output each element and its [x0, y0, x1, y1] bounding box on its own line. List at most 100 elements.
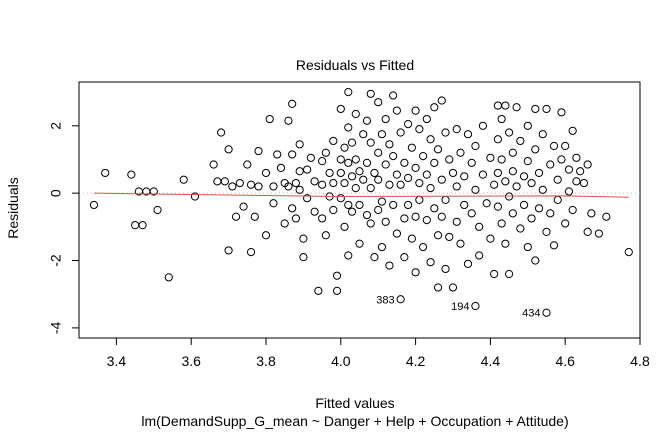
data-point	[546, 209, 555, 218]
data-point	[381, 160, 390, 169]
x-tick-label: 4.4	[481, 353, 501, 369]
data-point	[418, 242, 428, 252]
data-point	[261, 168, 271, 178]
data-point	[448, 283, 458, 292]
data-point	[482, 199, 491, 208]
data-point	[501, 101, 510, 110]
data-point	[355, 200, 364, 210]
data-point	[370, 168, 379, 178]
data-point	[396, 180, 405, 189]
data-point	[400, 253, 409, 262]
data-point	[179, 175, 188, 184]
data-point	[531, 104, 540, 114]
data-point	[508, 148, 517, 157]
data-point	[374, 205, 383, 215]
data-point	[411, 212, 420, 221]
data-point	[153, 205, 162, 215]
data-point	[329, 136, 338, 146]
data-point	[445, 232, 454, 242]
data-point	[366, 184, 375, 193]
data-point	[478, 170, 488, 179]
data-point	[336, 194, 345, 203]
data-point	[344, 123, 353, 132]
data-point	[344, 88, 353, 97]
y-tick-label: -4	[48, 321, 64, 334]
data-point	[579, 178, 589, 188]
data-point	[467, 158, 476, 167]
data-point	[355, 239, 364, 248]
data-point	[505, 128, 514, 137]
data-point	[303, 165, 312, 174]
data-point	[392, 106, 401, 115]
data-point	[452, 217, 461, 226]
data-point	[407, 143, 416, 152]
data-point	[602, 212, 611, 221]
data-point	[407, 234, 416, 243]
y-axis: -4 -2 0 2	[48, 122, 80, 334]
data-point	[381, 114, 390, 124]
data-point	[209, 160, 218, 169]
outlier-label: 194	[451, 301, 469, 313]
data-point	[101, 168, 110, 178]
data-point	[291, 214, 301, 223]
data-point	[404, 120, 413, 129]
data-point	[475, 222, 484, 231]
data-point	[422, 170, 431, 179]
data-point	[404, 200, 413, 210]
data-point	[299, 234, 308, 243]
data-point	[519, 172, 529, 181]
data-point	[572, 177, 581, 186]
data-point	[497, 114, 506, 124]
data-point	[501, 177, 510, 186]
chart-subtitle: lm(DemandSupp_G_mean ~ Danger + Help + O…	[141, 413, 568, 429]
data-point	[164, 273, 173, 282]
data-point	[400, 214, 409, 223]
data-point	[557, 108, 566, 117]
data-point	[149, 187, 158, 196]
data-point	[497, 219, 506, 228]
data-point	[538, 130, 547, 139]
data-point	[131, 221, 140, 230]
data-point	[347, 207, 357, 216]
data-point	[318, 180, 327, 189]
data-point	[224, 246, 233, 255]
data-point	[250, 212, 259, 221]
data-point	[433, 145, 443, 154]
data-point	[314, 286, 323, 295]
data-point	[344, 158, 353, 167]
data-point	[561, 219, 570, 228]
data-point	[190, 192, 200, 201]
data-point	[389, 200, 398, 210]
data-point	[430, 158, 439, 167]
data-point	[542, 104, 551, 114]
data-point	[336, 168, 345, 178]
data-point	[344, 200, 353, 210]
data-point	[127, 170, 136, 179]
x-tick-label: 3.4	[107, 353, 127, 369]
data-point	[392, 229, 401, 238]
data-point	[553, 195, 562, 204]
data-point	[235, 178, 244, 188]
data-point	[377, 242, 387, 252]
data-point	[381, 217, 390, 226]
data-point	[475, 251, 484, 260]
data-point	[490, 269, 499, 279]
data-point	[351, 155, 360, 164]
data-point	[452, 125, 461, 134]
data-point	[231, 212, 241, 221]
data-point	[460, 172, 469, 181]
data-point	[576, 167, 585, 176]
data-point	[246, 180, 256, 189]
data-point	[561, 141, 570, 151]
x-tick-label: 4.6	[555, 353, 575, 369]
data-point	[460, 200, 469, 210]
data-point	[359, 175, 368, 184]
points-layer	[89, 88, 633, 317]
data-point	[430, 204, 439, 213]
data-point	[217, 128, 226, 137]
data-point	[519, 200, 529, 210]
x-axis-label: Fitted values	[315, 395, 394, 411]
x-tick-label: 4.0	[331, 353, 351, 369]
data-point	[347, 172, 357, 181]
data-point	[299, 253, 308, 262]
